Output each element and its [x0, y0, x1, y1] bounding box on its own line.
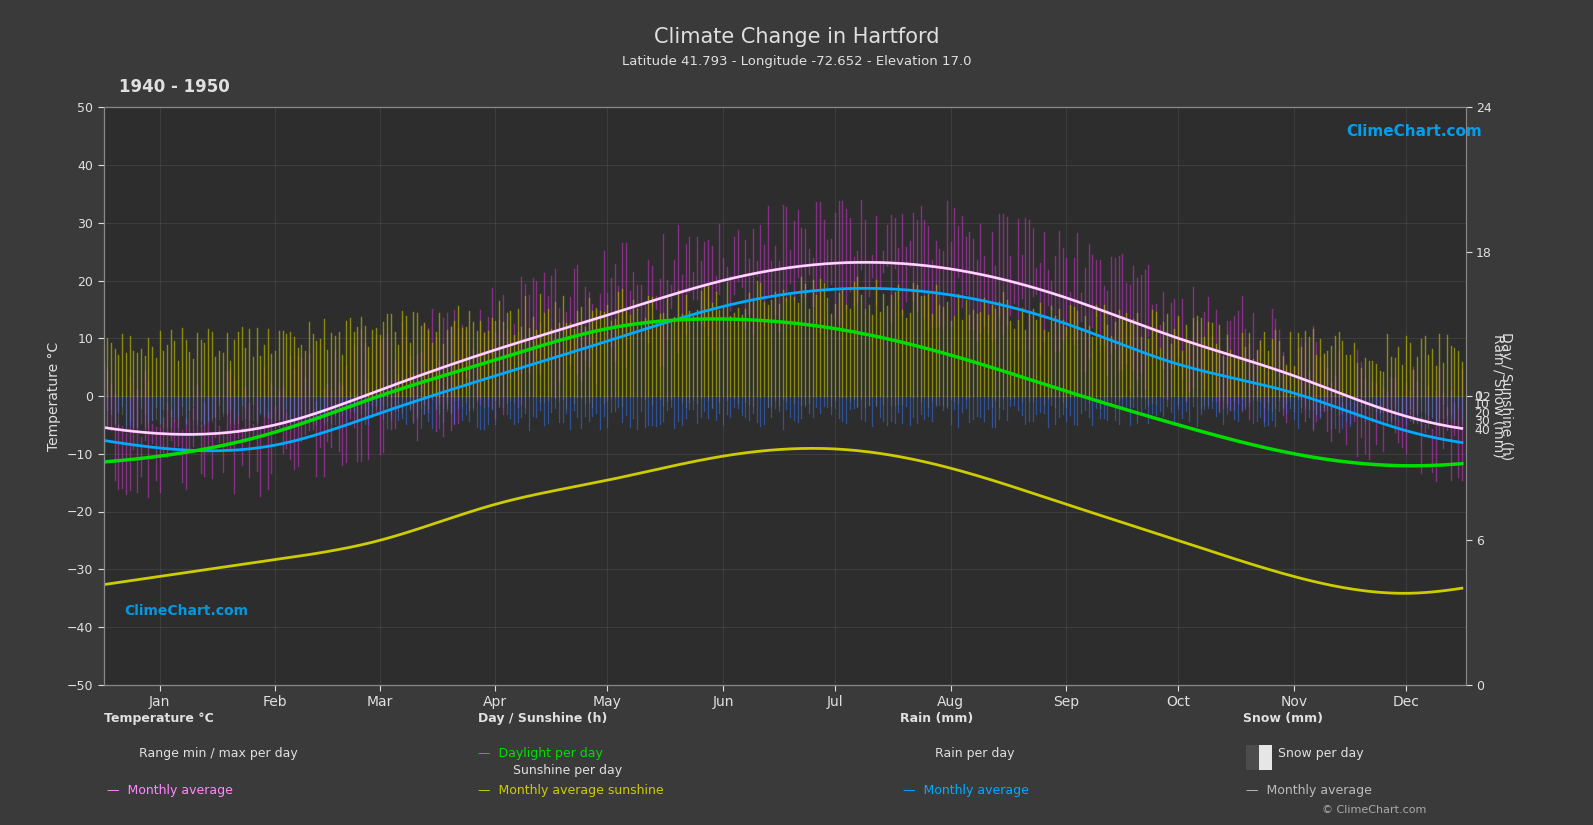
Text: 1940 - 1950: 1940 - 1950 [119, 78, 231, 96]
Text: Rain (mm): Rain (mm) [900, 712, 973, 725]
Text: Rain per day: Rain per day [935, 747, 1015, 761]
Text: 20: 20 [1474, 407, 1489, 420]
Text: Climate Change in Hartford: Climate Change in Hartford [653, 27, 940, 47]
Text: 30: 30 [1474, 416, 1489, 428]
Text: —  Monthly average: — Monthly average [1246, 785, 1372, 798]
Text: —  Daylight per day: — Daylight per day [478, 747, 602, 761]
Text: 40: 40 [1474, 424, 1489, 437]
Text: Day / Sunshine (h): Day / Sunshine (h) [478, 712, 607, 725]
Text: Temperature °C: Temperature °C [104, 712, 213, 725]
Text: —  Monthly average: — Monthly average [107, 785, 233, 798]
Text: Snow (mm): Snow (mm) [1243, 712, 1322, 725]
Text: 10: 10 [1474, 398, 1489, 411]
Text: © ClimeChart.com: © ClimeChart.com [1322, 804, 1427, 814]
Text: Latitude 41.793 - Longitude -72.652 - Elevation 17.0: Latitude 41.793 - Longitude -72.652 - El… [621, 55, 972, 68]
Text: Range min / max per day: Range min / max per day [139, 747, 298, 761]
Y-axis label: Day / Sunshine (h): Day / Sunshine (h) [1499, 332, 1513, 460]
Text: ClimeChart.com: ClimeChart.com [124, 604, 249, 618]
Text: —  Monthly average: — Monthly average [903, 785, 1029, 798]
Y-axis label: Temperature °C: Temperature °C [48, 342, 61, 450]
Y-axis label: Rain / Snow (mm): Rain / Snow (mm) [1491, 334, 1505, 458]
Text: Snow per day: Snow per day [1278, 747, 1364, 761]
Text: 0: 0 [1474, 389, 1481, 403]
Text: —  Monthly average sunshine: — Monthly average sunshine [478, 785, 664, 798]
Text: Sunshine per day: Sunshine per day [513, 764, 623, 777]
Text: ClimeChart.com: ClimeChart.com [1346, 124, 1481, 139]
